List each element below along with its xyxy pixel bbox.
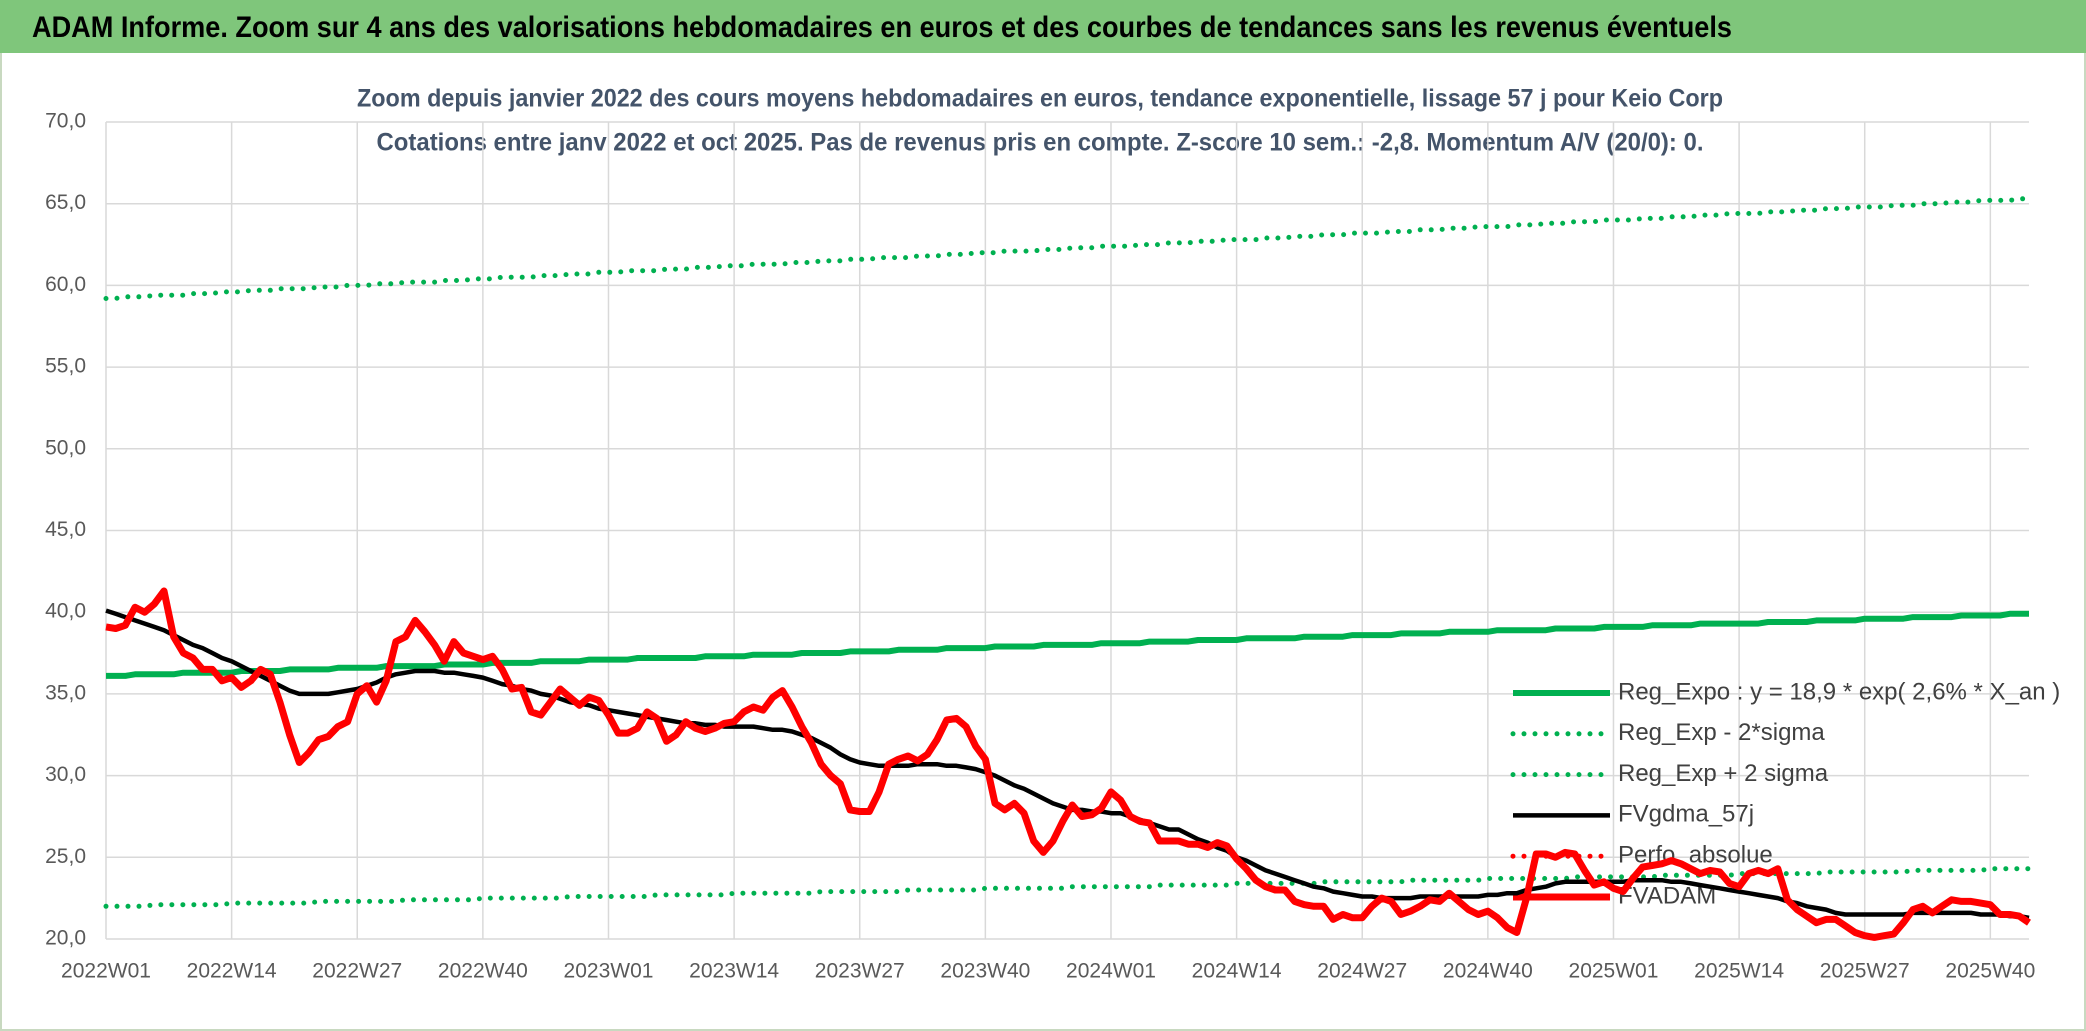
- y-tick-label: 40,0: [45, 600, 86, 623]
- x-tick-label: 2024W27: [1317, 960, 1407, 983]
- page-title: ADAM Informe. Zoom sur 4 ans des valoris…: [32, 11, 1732, 44]
- x-tick-label: 2023W01: [564, 960, 654, 983]
- x-tick-label: 2025W40: [1945, 960, 2035, 983]
- x-tick-label: 2024W40: [1443, 960, 1533, 983]
- y-tick-label: 45,0: [45, 518, 86, 541]
- series-line: [103, 196, 2032, 301]
- header-bar: [0, 0, 2086, 53]
- x-tick-label: 2022W40: [438, 960, 528, 983]
- legend-label: Reg_Expo : y = 18,9 * exp( 2,6% * X_an ): [1618, 678, 2060, 705]
- legend-label: Reg_Exp + 2 sigma: [1618, 760, 1829, 787]
- y-tick-label: 20,0: [45, 927, 86, 950]
- x-tick-label: 2023W14: [689, 960, 779, 983]
- y-tick-label: 35,0: [45, 681, 86, 704]
- y-tick-label: 65,0: [45, 191, 86, 214]
- chart-subtitle: Cotations entre janv 2022 et oct 2025. P…: [377, 129, 1704, 157]
- y-tick-label: 60,0: [45, 273, 86, 296]
- chart-subtitle: Zoom depuis janvier 2022 des cours moyen…: [357, 85, 1723, 113]
- x-tick-label: 2023W40: [940, 960, 1030, 983]
- y-tick-label: 25,0: [45, 845, 86, 868]
- series-line: [106, 610, 2029, 679]
- y-tick-label: 55,0: [45, 355, 86, 378]
- series-line: [105, 587, 2031, 941]
- x-tick-label: 2023W27: [815, 960, 905, 983]
- legend-label: FVgdma_57j: [1618, 801, 1754, 828]
- x-tick-label: 2022W14: [187, 960, 277, 983]
- x-tick-label: 2025W14: [1694, 960, 1784, 983]
- series-line: [103, 866, 2032, 909]
- y-tick-label: 70,0: [45, 110, 86, 133]
- x-tick-label: 2022W01: [61, 960, 151, 983]
- x-tick-label: 2022W27: [312, 960, 402, 983]
- x-tick-label: 2025W27: [1820, 960, 1910, 983]
- y-tick-label: 30,0: [45, 763, 86, 786]
- x-tick-label: 2025W01: [1569, 960, 1659, 983]
- x-tick-label: 2024W01: [1066, 960, 1156, 983]
- y-tick-label: 50,0: [45, 436, 86, 459]
- legend-label: Reg_Exp - 2*sigma: [1618, 719, 1825, 746]
- x-tick-label: 2024W14: [1192, 960, 1282, 983]
